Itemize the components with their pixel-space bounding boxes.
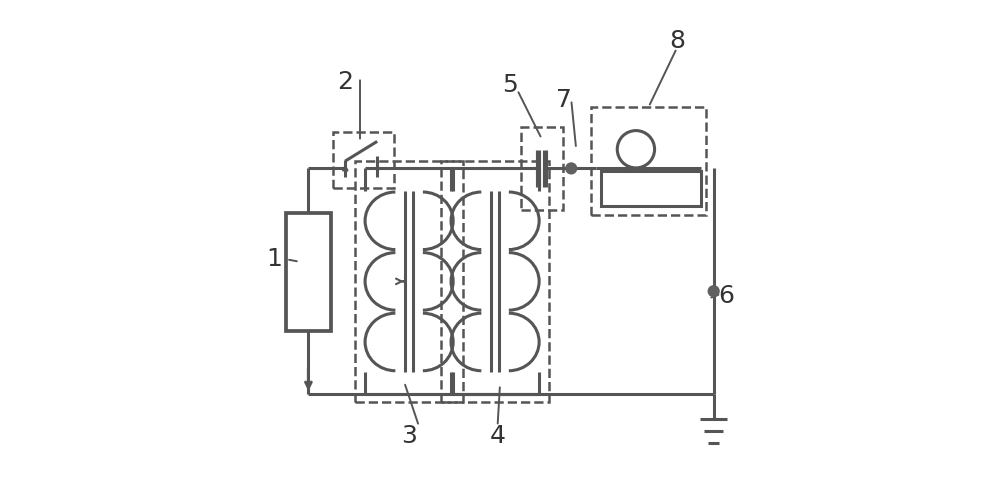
Bar: [630, 157, 642, 169]
Bar: [521, 126, 563, 210]
Text: 5: 5: [502, 73, 518, 97]
Text: 4: 4: [490, 424, 506, 448]
Circle shape: [617, 130, 655, 168]
Text: 6: 6: [718, 284, 734, 308]
Circle shape: [708, 286, 719, 296]
Bar: [591, 107, 706, 215]
Bar: [355, 161, 463, 402]
Text: 1: 1: [266, 247, 282, 271]
Bar: [601, 171, 701, 206]
Bar: [286, 212, 331, 330]
Circle shape: [566, 163, 577, 174]
Bar: [441, 161, 549, 402]
Text: 3: 3: [401, 424, 417, 448]
Bar: [333, 131, 394, 188]
Text: 8: 8: [669, 29, 685, 53]
Text: 7: 7: [556, 87, 572, 112]
Text: 2: 2: [337, 71, 353, 94]
